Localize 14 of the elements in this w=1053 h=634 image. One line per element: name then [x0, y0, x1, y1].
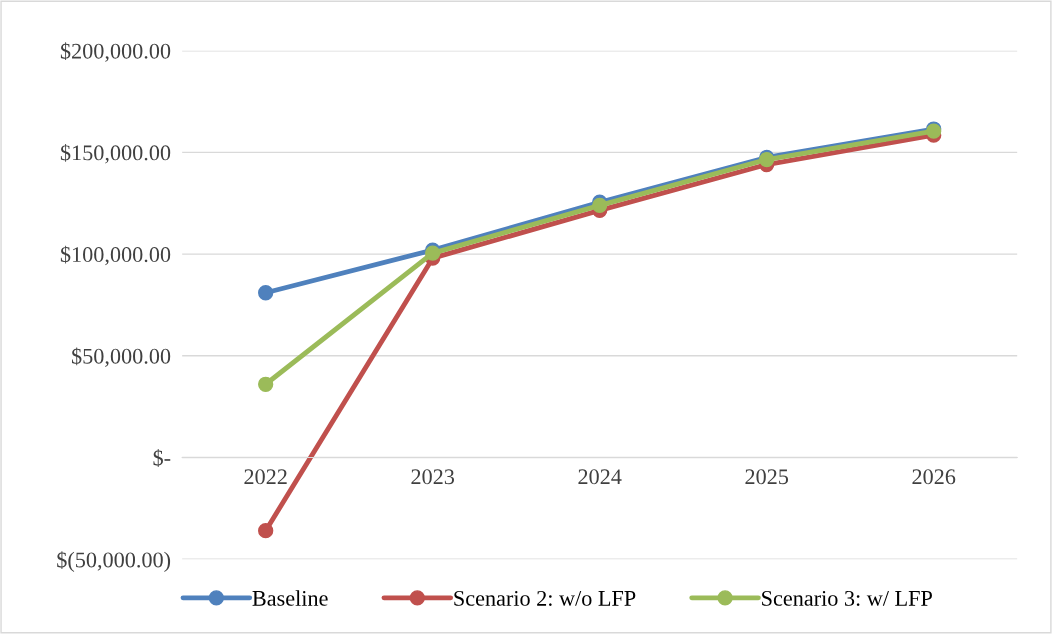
y-tick-label: $50,000.00 — [72, 347, 171, 367]
y-tick-label: $100,000.00 — [60, 245, 171, 266]
y-tick-label: $200,000.00 — [60, 42, 171, 62]
x-tick-label: 2022 — [244, 469, 287, 485]
legend-label: Scenario 3: w/ LFP — [762, 590, 932, 606]
y-tick-label: $(50,000.00) — [57, 551, 171, 572]
legend-label: Scenario 2: w/o LFP — [454, 590, 636, 606]
y-tick-label: $150,000.00 — [60, 144, 171, 164]
x-tick-label: 2024 — [578, 469, 622, 485]
x-tick-label: 2023 — [411, 469, 455, 485]
x-tick-label: 2026 — [912, 469, 956, 485]
legend-label: Baseline — [252, 590, 328, 606]
x-tick-label: 2025 — [745, 469, 789, 485]
y-tick-label: $- — [153, 449, 171, 467]
